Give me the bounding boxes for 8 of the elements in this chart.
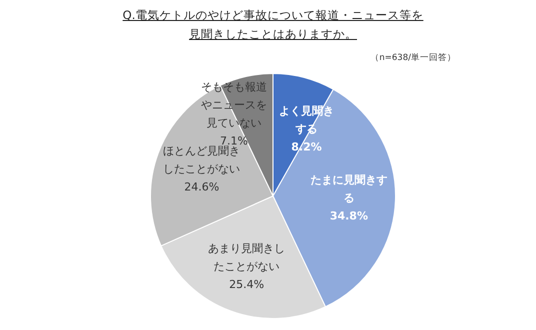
data-label: 25.4% [229,278,264,292]
data-label: 34.8% [330,210,368,223]
chart-title: Q.電気ケトルのやけど事故について報道・ニュース等を見聞きしたことはありますか。 [122,7,424,43]
data-label: 24.6% [184,180,220,194]
slice-label: あまり見聞きしたことがない [208,242,286,274]
slice-label: たまに見聞きする [310,174,388,205]
text: （n=638/単一回答） [370,52,456,64]
slice-label: ほとんど見聞きしたことがない [163,144,240,176]
